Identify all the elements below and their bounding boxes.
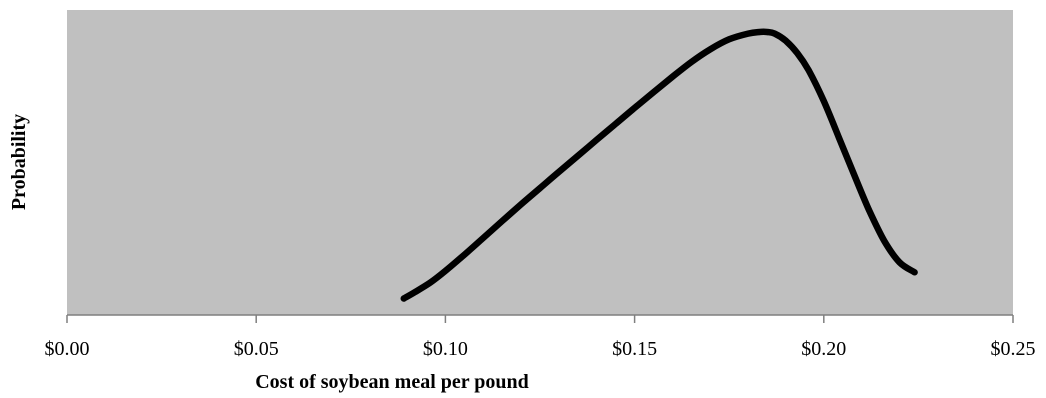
x-tick-label: $0.15: [612, 338, 657, 360]
x-axis-ticks: $0.00 $0.05 $0.10 $0.15 $0.20 $0.25: [45, 315, 1036, 360]
x-tick-label: $0.00: [45, 338, 90, 360]
y-axis-title: Probability: [8, 114, 30, 210]
plot-area-background: [67, 10, 1013, 315]
series-line-0: [400, 28, 918, 302]
chart-marks: [400, 28, 918, 302]
x-tick-label: $0.10: [423, 338, 468, 360]
x-tick-label: $0.25: [991, 338, 1036, 360]
x-tick-label: $0.20: [801, 338, 846, 360]
x-tick-label: $0.05: [234, 338, 279, 360]
x-axis-title: Cost of soybean meal per pound: [255, 371, 529, 393]
